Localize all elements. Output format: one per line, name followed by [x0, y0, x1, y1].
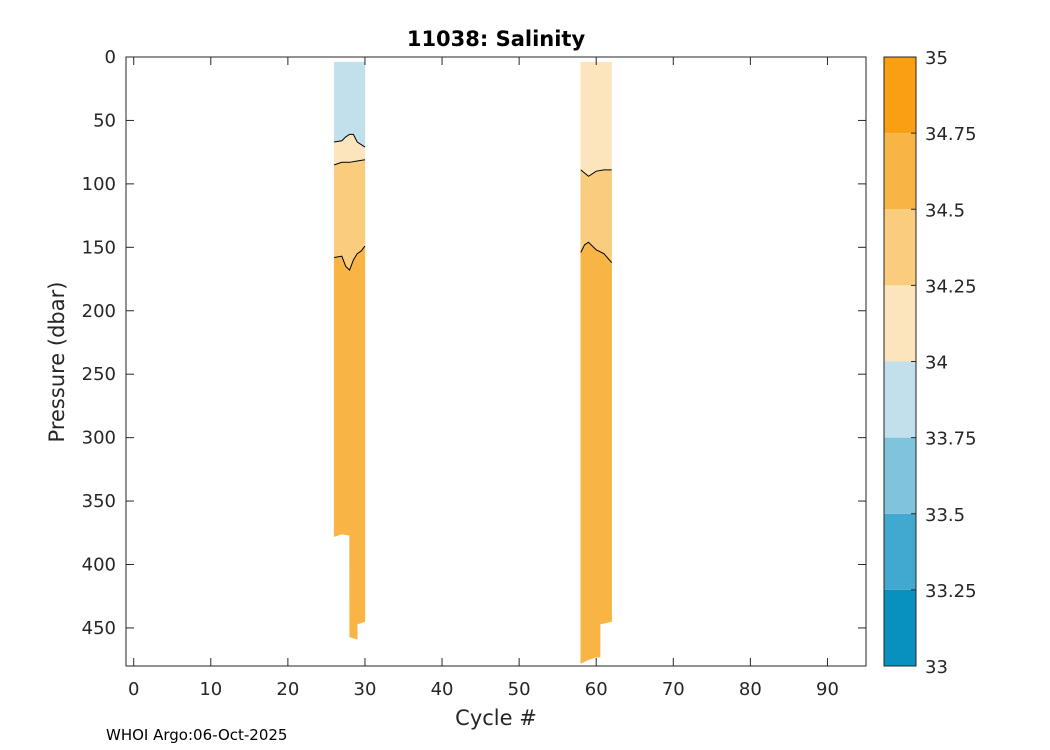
plot-area — [333, 61, 612, 664]
colorbar-segment — [884, 513, 916, 590]
x-tick-label: 10 — [199, 679, 222, 700]
contour-line-profile1-2 — [333, 159, 366, 166]
y-tick-label: 200 — [82, 301, 116, 322]
colorbar-segment — [884, 285, 916, 362]
colorbar: 33 33.25 33.5 33.75 34 34.25 34.5 34.75 35 — [883, 48, 977, 678]
colorbar-tick-label: 33.5 — [925, 505, 965, 526]
x-axis: 0 10 20 30 40 50 60 70 80 90 — [128, 57, 839, 700]
contour-lines — [333, 133, 613, 272]
chart-title: 11038: Salinity — [407, 27, 586, 51]
x-tick-label: 60 — [585, 679, 608, 700]
colorbar-tick-label: 34 — [925, 353, 948, 374]
plot-frame — [125, 56, 867, 667]
x-tick-label: 0 — [128, 679, 139, 700]
x-tick-label: 40 — [431, 679, 454, 700]
y-tick-label: 300 — [82, 428, 116, 449]
y-tick-label: 50 — [93, 110, 116, 131]
colorbar-segment — [884, 361, 916, 438]
colorbar-tick-label: 34.5 — [925, 200, 965, 221]
x-tick-label: 30 — [354, 679, 377, 700]
salinity-band-profile1-4 — [333, 245, 366, 640]
colorbar-tick-label: 35 — [925, 48, 948, 69]
colorbar-tick-label: 33.25 — [925, 581, 977, 602]
x-axis-label: Cycle # — [455, 706, 537, 730]
colorbar-segment — [884, 437, 916, 514]
x-tick-label: 20 — [276, 679, 299, 700]
y-tick-label: 250 — [82, 364, 116, 385]
x-tick-label: 50 — [508, 679, 531, 700]
y-tick-label: 450 — [82, 618, 116, 639]
colorbar-segment — [884, 57, 916, 134]
contour-line-profile1-3 — [334, 245, 366, 272]
y-tick-label: 350 — [82, 491, 116, 512]
salinity-band-profile2-1 — [580, 61, 612, 177]
colorbar-tick-label: 33 — [925, 657, 948, 678]
x-tick-label: 80 — [739, 679, 762, 700]
colorbar-segment — [884, 589, 916, 666]
y-tick-label: 0 — [105, 47, 116, 68]
colorbar-segment — [884, 209, 916, 286]
y-tick-label: 100 — [82, 174, 116, 195]
colorbar-segment — [884, 133, 916, 210]
contour-line-profile1-1 — [334, 133, 366, 148]
x-tick-label: 90 — [816, 679, 839, 700]
colorbar-tick-label: 34.75 — [925, 124, 977, 145]
colorbar-tick-label: 33.75 — [925, 429, 977, 450]
contour-line-profile2-1 — [580, 169, 612, 177]
footer-credit: WHOI Argo:06-Oct-2025 — [106, 726, 287, 744]
x-tick-label: 70 — [662, 679, 685, 700]
colorbar-tick-label: 34.25 — [925, 276, 977, 297]
y-axis-label: Pressure (dbar) — [45, 282, 69, 443]
y-tick-label: 150 — [82, 237, 116, 258]
y-tick-label: 400 — [82, 555, 116, 576]
y-axis: 0 50 100 150 200 250 300 350 400 450 — [82, 47, 866, 639]
contour-line-profile2-2 — [580, 241, 613, 263]
salinity-band-profile2-3 — [580, 241, 612, 664]
